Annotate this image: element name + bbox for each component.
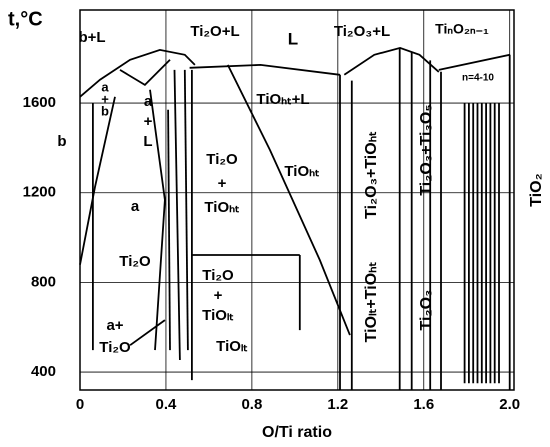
region-label: TiOₕₜ <box>284 163 319 180</box>
region-label: Ti₂O₃ <box>418 290 435 331</box>
phase-boundary <box>79 96 116 265</box>
y-tick-label: 800 <box>31 273 56 290</box>
phase-boundary <box>343 46 440 76</box>
x-tick-label: 0 <box>76 396 84 413</box>
region-label: TiOₕₜ <box>204 199 239 216</box>
y-axis-label: t,°C <box>8 8 43 30</box>
region-label: a <box>144 93 153 110</box>
x-tick-label: 1.2 <box>327 396 348 413</box>
region-label: a+ <box>106 317 123 334</box>
region-label: Ti₂O+L <box>190 23 239 40</box>
region-label: L <box>288 29 298 48</box>
region-label: n=4-10 <box>462 73 494 84</box>
x-tick-label: 0.8 <box>241 396 262 413</box>
phase-boundary <box>226 64 351 336</box>
region-label: TiOₗₜ <box>216 338 248 355</box>
x-tick-label: 1.6 <box>413 396 434 413</box>
phase-boundary <box>129 319 166 346</box>
region-label: + <box>218 175 227 192</box>
region-label: TiₙO₂ₙ₋₁ <box>435 21 489 37</box>
region-label: a <box>131 198 140 215</box>
x-axis-label: O/Ti ratio <box>262 424 332 441</box>
region-label: Ti₂O <box>202 267 234 284</box>
x-tick-label: 0.4 <box>156 396 178 413</box>
y-tick-label: 400 <box>31 363 56 380</box>
region-label: L <box>143 133 152 150</box>
region-label: TiOₗₜ <box>202 307 234 324</box>
region-label: + <box>101 91 109 106</box>
phase-boundary <box>79 48 196 98</box>
region-label: Ti₂O <box>119 253 151 270</box>
y-tick-label: 1600 <box>23 94 56 111</box>
region-label: Ti₂O <box>206 151 238 168</box>
phase-boundary <box>189 63 341 76</box>
y-tick-label: 1200 <box>23 184 56 201</box>
region-label: + <box>144 113 153 130</box>
phase-boundary <box>173 69 181 361</box>
region-label: TiOₗₜ+TiOₕₜ <box>363 261 380 342</box>
region-label: Ti₂O₃+TiOₕₜ <box>363 131 380 219</box>
region-label: Ti₂O <box>99 339 131 356</box>
phase-boundary <box>167 109 171 351</box>
region-label: b <box>101 103 109 118</box>
region-label: b+L <box>78 29 105 46</box>
phase-boundary <box>149 89 166 351</box>
region-label: Ti₂O₃+Ti₃O₅ <box>418 104 435 195</box>
region-label: b <box>57 133 66 150</box>
region-label: + <box>214 287 223 304</box>
region-label: TiOₕₜ+L <box>256 91 309 108</box>
region-label: TiO₂ <box>528 173 545 206</box>
phase-boundary <box>183 69 189 351</box>
phase-boundary <box>438 53 510 71</box>
x-tick-label: 2.0 <box>499 396 520 413</box>
region-label: Ti₂O₃+L <box>334 23 390 40</box>
region-label: a <box>101 79 109 94</box>
phase-boundary <box>119 59 171 87</box>
